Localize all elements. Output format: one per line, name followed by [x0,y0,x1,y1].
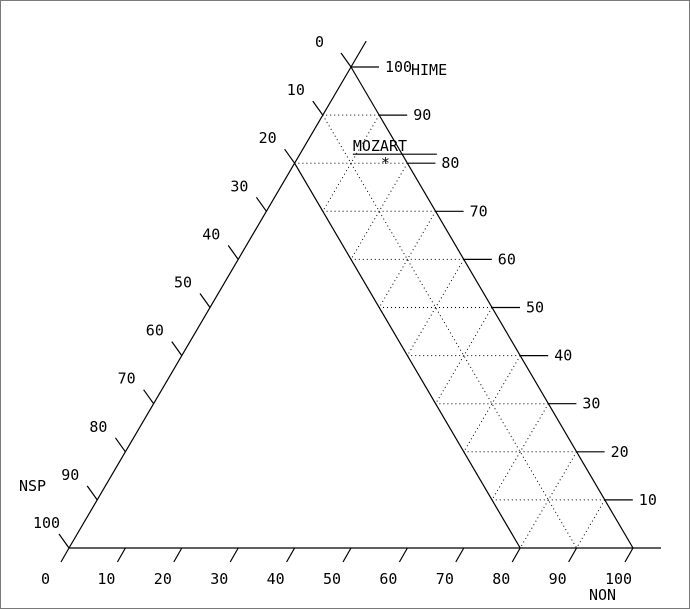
grid-line-non-50 [350,307,493,548]
tick-label-left-50: 50 [174,274,192,292]
tick-label-bottom-90: 90 [549,570,567,588]
axes [68,40,661,549]
tick-label-right-100: 100 [385,58,412,76]
tick-left-50 [199,293,211,308]
tick-bottom-70 [455,547,465,563]
grid-line-nsp-10 [322,114,578,548]
grid-line-nsp-50 [294,307,352,548]
tick-left-80 [114,437,126,453]
grid-line-non-70 [463,403,549,548]
grid-lines [97,114,606,548]
tick-bottom-10 [116,547,126,563]
ticks [58,52,634,563]
tick-label-left-0: 0 [315,33,324,51]
tick-label-left-60: 60 [146,322,164,340]
tick-label-bottom-30: 30 [210,570,228,588]
tick-label-left-70: 70 [118,370,136,388]
tick-bottom-80 [511,547,521,563]
tick-bottom-40 [286,547,296,563]
tick-bottom-100 [624,547,634,563]
tick-bottom-30 [229,547,239,563]
tick-left-0 [340,52,352,68]
tick-left-70 [143,389,155,405]
grid-line-non-20 [294,162,408,548]
data-points: *MOZART [352,137,437,172]
tick-bottom-50 [342,547,352,563]
grid-line-nsp-90 [97,500,125,548]
tick-label-right-90: 90 [413,106,431,124]
corner-label-top: HIME [411,61,447,79]
grid-line-nsp-70 [154,404,239,548]
tick-left-30 [255,196,267,212]
tick-bottom-20 [173,547,183,563]
tick-label-right-50: 50 [526,299,544,317]
grid-line-non-80 [519,451,578,548]
grid-line-non-90 [576,499,606,548]
tick-left-10 [312,100,324,116]
tick-label-bottom-20: 20 [154,570,172,588]
data-point-label: MOZART [353,137,407,155]
tick-label-left-40: 40 [202,225,220,243]
tick-label-bottom-10: 10 [97,570,115,588]
grid-line-non-30 [294,211,437,548]
tick-label-bottom-100: 100 [605,570,632,588]
tick-label-bottom-0: 0 [41,570,50,588]
inner-boundary-line [294,162,521,549]
grid-line-nsp-60 [294,355,296,548]
tick-label-right-60: 60 [498,250,516,268]
corner-label-right: NON [589,586,616,604]
tick-label-left-80: 80 [89,418,107,436]
tick-label-bottom-80: 80 [492,570,510,588]
tick-labels: 0 0 10 10 10 20 20 20 30 30 30 40 40 40 50 50 50 60 60 60 70… [33,33,657,588]
tick-left-60 [171,341,183,356]
tick-label-right-70: 70 [470,202,488,220]
grid-line-nsp-40 [294,259,408,548]
tick-left-90 [86,485,98,501]
tick-left-20 [284,148,296,164]
tick-label-left-90: 90 [61,466,79,484]
tick-bottom-90 [568,547,578,563]
tick-bottom-0 [60,547,70,563]
corner-label-left: NSP [19,477,46,495]
tick-bottom-60 [398,547,408,563]
tick-label-left-100: 100 [33,514,60,532]
tick-label-left-30: 30 [230,177,248,195]
tick-label-left-10: 10 [287,81,305,99]
tick-label-bottom-60: 60 [379,570,397,588]
grid-line-non-40 [294,259,465,548]
grid-line-nsp-30 [294,211,465,548]
tick-left-40 [227,245,239,260]
tick-label-right-40: 40 [554,347,572,365]
grid-line-nsp-80 [125,452,181,548]
apex-extension [350,40,367,68]
tick-label-right-20: 20 [611,443,629,461]
tick-label-right-30: 30 [582,395,600,413]
data-point-marker: * [381,154,390,172]
tick-label-right-10: 10 [639,491,657,509]
tick-left-100 [58,533,70,549]
tick-label-bottom-40: 40 [267,570,285,588]
tick-label-left-20: 20 [259,129,277,147]
tick-label-bottom-50: 50 [323,570,341,588]
tick-label-right-80: 80 [441,154,459,172]
tick-label-bottom-70: 70 [436,570,454,588]
